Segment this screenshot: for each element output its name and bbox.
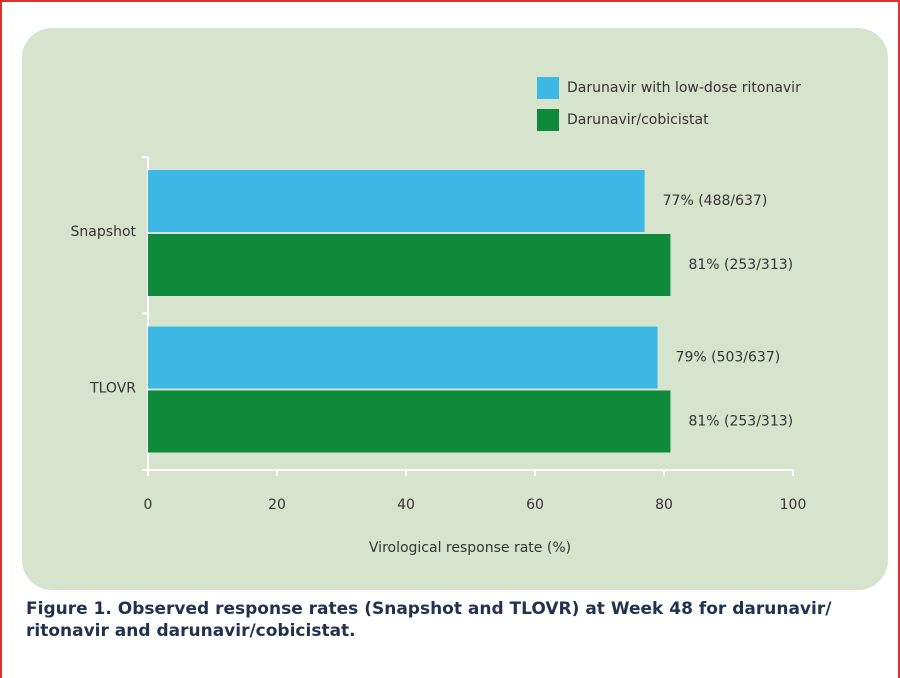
- x-tick-label: 20: [268, 497, 286, 513]
- caption: Figure 1. Observed response rates (Snaps…: [26, 599, 832, 641]
- x-tick-label: 100: [780, 497, 807, 513]
- x-tick-label: 0: [144, 497, 153, 513]
- x-tick-label: 80: [655, 497, 673, 513]
- value-label: 81% (253/313): [688, 257, 793, 273]
- legend-label: Darunavir with low-dose ritonavir: [567, 80, 801, 96]
- x-tick-label: 60: [526, 497, 544, 513]
- value-label: 81% (253/313): [688, 414, 793, 430]
- bar: [148, 170, 645, 232]
- legend-swatch: [537, 109, 559, 131]
- bar: [148, 326, 658, 389]
- y-tick-label: TLOVR: [89, 381, 136, 397]
- x-tick-label: 40: [397, 497, 415, 513]
- value-label: 77% (488/637): [663, 193, 768, 209]
- legend-swatch: [537, 77, 559, 99]
- y-tick-label: Snapshot: [71, 224, 137, 240]
- x-axis-label: Virological response rate (%): [369, 540, 571, 556]
- legend-label: Darunavir/cobicistat: [567, 112, 709, 128]
- bar: [148, 234, 671, 296]
- value-label: 79% (503/637): [676, 350, 781, 366]
- bar: [148, 390, 671, 453]
